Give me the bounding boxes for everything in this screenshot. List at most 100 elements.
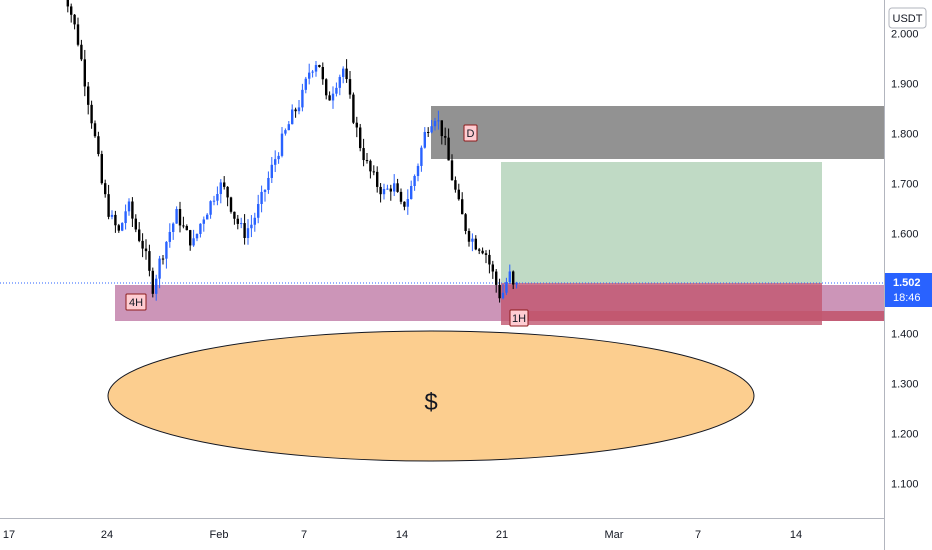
candle-body xyxy=(318,65,321,68)
candle-body xyxy=(291,109,294,125)
candle-body xyxy=(182,225,185,227)
candle-body xyxy=(372,171,375,173)
candle-body xyxy=(464,214,467,231)
candle-body xyxy=(447,137,450,161)
candle-body xyxy=(515,282,518,285)
time-axis[interactable]: 17 24 Feb 7 14 21 Mar 7 14 xyxy=(3,529,802,541)
candle-body xyxy=(508,271,511,282)
candle-body xyxy=(253,217,256,225)
candle-body xyxy=(83,59,86,87)
time-tick-label: 14 xyxy=(790,529,802,541)
price-tick-label: 2.000 xyxy=(891,29,919,41)
time-tick-label: 17 xyxy=(3,529,15,541)
candle-body xyxy=(192,238,195,246)
candle-body xyxy=(410,186,413,200)
candle-body xyxy=(185,226,188,231)
price-tick-label: 1.200 xyxy=(891,429,919,441)
candle-body xyxy=(195,233,199,239)
h4-zone-tag: 4H xyxy=(125,293,147,311)
candle-body xyxy=(423,131,426,148)
candle-body xyxy=(121,223,124,231)
candle-body xyxy=(168,231,171,242)
price-tick-label: 1.800 xyxy=(891,129,919,141)
candle-body xyxy=(199,223,202,234)
candle-body xyxy=(481,250,484,254)
candle-body xyxy=(158,258,161,279)
candle-body xyxy=(345,68,348,80)
candle-body xyxy=(240,223,243,225)
candle-body xyxy=(301,89,304,108)
countdown-timer: 18:46 xyxy=(893,292,921,304)
candle-body xyxy=(257,204,260,218)
candle-body xyxy=(328,95,331,101)
candle-body xyxy=(454,180,457,190)
candle-body xyxy=(80,44,83,60)
candle-body xyxy=(433,120,437,127)
candle-body xyxy=(471,238,474,242)
candle-body xyxy=(474,238,477,250)
candle-body xyxy=(297,107,301,112)
candle-body xyxy=(161,258,165,260)
candle-body xyxy=(148,251,151,271)
candle-body xyxy=(498,284,501,299)
candle-body xyxy=(280,133,284,156)
time-tick-label: 14 xyxy=(396,529,408,541)
time-tick-label: 7 xyxy=(301,529,307,541)
candle-body xyxy=(175,209,178,224)
price-axis[interactable]: 2.0001.9001.8001.7001.6001.5001.4001.300… xyxy=(891,29,919,491)
candle-body xyxy=(348,79,352,95)
currency-badge: USDT xyxy=(888,7,927,29)
candle-body xyxy=(172,223,175,232)
candle-body xyxy=(342,68,345,77)
candle-body xyxy=(209,201,212,215)
candlestick-series xyxy=(66,0,518,303)
candle-body xyxy=(450,160,454,181)
liquidity-ellipse xyxy=(107,330,755,462)
candle-body xyxy=(216,194,219,201)
candle-body xyxy=(229,197,233,212)
candle-body xyxy=(382,189,386,195)
candle-body xyxy=(488,254,491,265)
candle-body xyxy=(151,270,154,294)
candle-body xyxy=(260,191,263,205)
time-tick-label: Feb xyxy=(210,529,229,541)
candle-body xyxy=(236,218,239,224)
candle-body xyxy=(403,201,406,207)
time-tick-label: 24 xyxy=(101,529,113,541)
candle-body xyxy=(127,201,131,212)
candle-body xyxy=(331,93,335,101)
candle-body xyxy=(416,165,420,176)
h1-zone-label: 1H xyxy=(512,313,526,325)
time-tick-label: 7 xyxy=(695,529,701,541)
candle-body xyxy=(321,67,324,80)
candle-body xyxy=(501,292,505,299)
candle-body xyxy=(379,186,382,195)
candle-body xyxy=(124,211,127,224)
candle-body xyxy=(104,183,107,195)
candle-body xyxy=(219,182,222,195)
candle-body xyxy=(117,225,120,231)
candle-body xyxy=(155,278,158,294)
candle-body xyxy=(277,155,280,160)
candle-body xyxy=(338,76,341,88)
currency-badge-label: USDT xyxy=(893,13,923,25)
candle-body xyxy=(467,230,471,242)
candle-body xyxy=(386,188,389,190)
candle-body xyxy=(114,214,117,226)
candle-body xyxy=(93,123,97,137)
candle-body xyxy=(270,164,273,178)
candle-body xyxy=(413,175,416,187)
candle-body xyxy=(144,248,148,252)
candle-body xyxy=(335,87,338,94)
candle-body xyxy=(189,230,192,246)
candle-body xyxy=(76,24,80,45)
candle-body xyxy=(87,86,90,105)
candle-body xyxy=(352,94,355,123)
candle-body xyxy=(365,160,369,162)
candle-body xyxy=(406,199,409,207)
one-hour-zone xyxy=(510,311,884,321)
candle-body xyxy=(512,271,515,285)
candle-body xyxy=(226,186,229,198)
candle-body xyxy=(359,127,362,149)
